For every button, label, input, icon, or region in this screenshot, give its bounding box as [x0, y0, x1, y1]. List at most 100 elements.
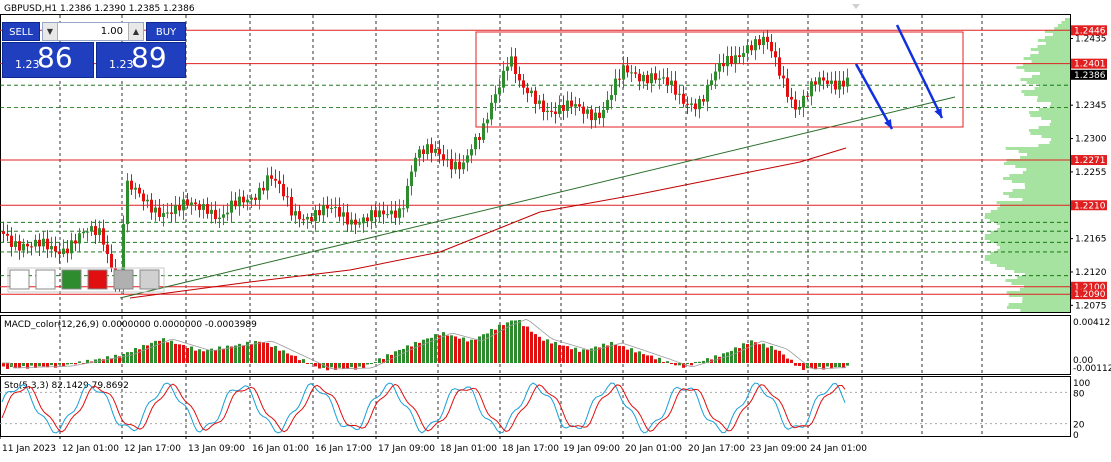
macd-bar	[802, 363, 805, 370]
macd-bar	[430, 337, 433, 363]
candle-body	[374, 210, 377, 218]
volume-profile-bar	[1028, 129, 1070, 132]
candle-body	[322, 205, 325, 216]
time-label: 18 Jan 17:00	[502, 444, 559, 454]
candle-body	[170, 212, 173, 214]
macd-bar	[362, 363, 365, 369]
candle-body	[58, 251, 61, 255]
lot-size-input[interactable]: ▼ 1.00 ▲	[42, 22, 144, 41]
candle-body	[274, 178, 277, 181]
volume-profile-bar	[1044, 30, 1070, 33]
level-price-badge	[1071, 25, 1107, 36]
macd-histogram	[2, 319, 849, 371]
candle-body	[610, 95, 613, 100]
candle-body	[490, 102, 493, 120]
candle-body	[786, 78, 789, 97]
macd-bar	[714, 355, 717, 363]
volume-profile-bar	[1003, 177, 1070, 180]
macd-bar	[774, 349, 777, 363]
collapse-icon	[852, 4, 860, 9]
candle-body	[34, 239, 37, 247]
macd-bar	[146, 345, 149, 363]
macd-bar	[406, 345, 409, 363]
candle-body	[2, 231, 5, 234]
sell-button[interactable]: SELL	[2, 22, 40, 41]
candle-body	[686, 103, 689, 105]
price-axis: 1.2435 1.2345 1.2300 1.2255 1.2165 1.2120 1.20…	[1070, 25, 1107, 311]
macd-bar	[94, 359, 97, 363]
candle-body	[258, 187, 261, 200]
candle-body	[566, 100, 569, 111]
macd-bar	[222, 348, 225, 363]
trend-line	[119, 96, 956, 299]
increase-lot-icon[interactable]: ▲	[128, 23, 143, 40]
price-tick-label: 1.2255	[1075, 168, 1107, 178]
macd-bar	[454, 336, 457, 363]
ask-price-pips: 89	[131, 41, 167, 74]
macd-bar	[410, 346, 413, 363]
macd-bar	[370, 363, 373, 364]
volume-profile-bar	[1025, 186, 1070, 189]
volume-profile-bar	[1026, 168, 1070, 171]
macd-bar	[706, 358, 709, 363]
candle-body	[226, 212, 229, 215]
volume-profile-bar	[1038, 51, 1070, 54]
candle-body	[510, 56, 513, 67]
macd-bar	[154, 340, 157, 363]
candle-body	[822, 77, 825, 81]
macd-bar	[254, 340, 257, 363]
macd-bar	[346, 363, 349, 369]
candle-body	[318, 210, 321, 216]
candle-body	[458, 161, 461, 170]
volume-profile-bar	[1050, 120, 1070, 123]
candle-body	[830, 80, 833, 84]
candle-body	[38, 239, 41, 247]
candle-body	[642, 74, 645, 82]
macd-bar	[702, 360, 705, 363]
macd-bar	[414, 341, 417, 363]
candle-body	[26, 243, 29, 247]
macd-bar	[510, 320, 513, 363]
volume-profile-bar	[999, 225, 1070, 228]
macd-bar	[694, 361, 697, 363]
bid-price-prefix: 1.23	[15, 58, 40, 71]
candle-body	[198, 204, 201, 210]
macd-bar	[58, 363, 61, 365]
macd-bar	[650, 355, 653, 363]
candle-body	[30, 246, 33, 248]
candle-body	[230, 200, 233, 213]
macd-bar	[334, 363, 337, 370]
candle-body	[394, 210, 397, 218]
candle-body	[402, 208, 405, 210]
candle-body	[266, 175, 269, 191]
candle-body	[246, 199, 249, 203]
ask-price-box[interactable]: 1.23 89	[96, 41, 186, 78]
macd-bar	[754, 342, 757, 363]
range-rectangle	[475, 31, 964, 128]
volume-profile-bar	[1024, 69, 1070, 72]
candle-body	[238, 196, 241, 207]
macd-bar	[378, 358, 381, 363]
volume-profile-bar	[1030, 48, 1070, 51]
candle-body	[466, 155, 469, 163]
bid-price-box[interactable]: 1.23 86	[2, 41, 94, 78]
buy-button[interactable]: BUY	[146, 22, 186, 41]
macd-bar	[738, 348, 741, 363]
macd-bar	[498, 324, 501, 363]
macd-bar	[822, 363, 825, 370]
macd-bar	[782, 354, 785, 363]
decrease-lot-icon[interactable]: ▼	[43, 23, 58, 40]
volume-profile-bar	[1038, 108, 1070, 111]
price-panel-frame	[0, 14, 1071, 313]
candle-body	[562, 105, 565, 111]
macd-bar	[610, 341, 613, 363]
macd-bar	[34, 363, 37, 368]
candle-body	[674, 80, 677, 95]
candle-body	[78, 233, 81, 244]
volume-profile-bar	[996, 243, 1070, 246]
candle-body	[270, 175, 273, 179]
level-price-label: 1.2386	[1074, 71, 1106, 81]
macd-bar	[834, 363, 837, 368]
macd-bar	[42, 363, 45, 367]
